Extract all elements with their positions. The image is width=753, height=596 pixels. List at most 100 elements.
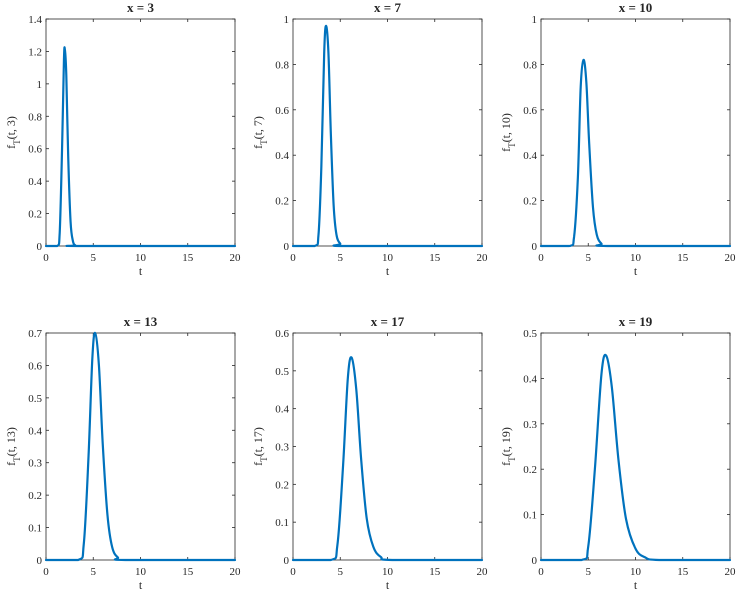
y-axis-label-sub: T bbox=[259, 139, 269, 145]
series-line bbox=[539, 58, 732, 248]
y-tick-label: 0.6 bbox=[523, 105, 537, 117]
x-tick-label: 5 bbox=[338, 566, 344, 578]
y-tick-label: 0.4 bbox=[523, 150, 537, 162]
x-tick-label: 15 bbox=[677, 566, 689, 578]
x-tick-label: 10 bbox=[382, 252, 394, 264]
y-tick-label: 0.8 bbox=[523, 59, 537, 71]
x-tick-label: 10 bbox=[135, 566, 147, 578]
y-axis-label-args: (t, 19) bbox=[499, 427, 513, 456]
y-tick-label: 1 bbox=[284, 14, 290, 26]
y-tick-label: 1 bbox=[532, 14, 538, 26]
y-axis-label-sub: T bbox=[259, 456, 269, 462]
axes-box bbox=[45, 332, 236, 561]
y-tick-label: 0 bbox=[37, 555, 43, 567]
series-line bbox=[291, 356, 484, 562]
x-tick-label: 15 bbox=[182, 252, 194, 264]
subplot-title: x = 10 bbox=[619, 0, 652, 15]
x-tick-label: 20 bbox=[725, 566, 737, 578]
y-tick-label: 0.1 bbox=[523, 510, 537, 522]
y-tick-label: 0.1 bbox=[275, 517, 289, 529]
y-tick-label: 0.8 bbox=[275, 59, 289, 71]
y-axis-label-main: f bbox=[251, 462, 265, 466]
y-tick-label: 0.2 bbox=[28, 209, 42, 221]
subplot-3: 0 5 10 15 20 0 0.2 0.4 0.6 0.8 1 x = 10 t fT(t, 10) bbox=[499, 0, 736, 278]
y-tick-label: 0.1 bbox=[28, 523, 42, 535]
series-line bbox=[44, 331, 237, 562]
y-tick-label: 0.4 bbox=[275, 404, 289, 416]
y-tick-label: 0 bbox=[532, 241, 538, 253]
y-axis-label-args: (t, 7) bbox=[251, 116, 265, 139]
x-axis-label: t bbox=[139, 264, 143, 278]
x-tick-label: 15 bbox=[429, 566, 441, 578]
y-tick-label: 0.2 bbox=[523, 464, 537, 476]
x-tick-label: 5 bbox=[91, 566, 97, 578]
x-axis-label: t bbox=[386, 578, 390, 592]
x-tick-label: 0 bbox=[43, 566, 49, 578]
x-axis-label: t bbox=[139, 578, 143, 592]
y-axis-label-args: (t, 3) bbox=[4, 116, 18, 139]
subplot-title: x = 19 bbox=[619, 314, 653, 329]
y-tick-label: 0.3 bbox=[28, 458, 42, 470]
series-line bbox=[44, 46, 237, 248]
x-tick-label: 0 bbox=[290, 252, 296, 264]
y-axis-label-main: f bbox=[499, 148, 513, 152]
subplot-title: x = 13 bbox=[124, 314, 158, 329]
axes-box bbox=[540, 332, 731, 561]
y-tick-label: 0.6 bbox=[275, 105, 289, 117]
y-tick-label: 1 bbox=[37, 79, 43, 91]
y-axis-label-sub: T bbox=[507, 142, 517, 148]
x-axis-label: t bbox=[386, 264, 390, 278]
y-tick-label: 0.3 bbox=[275, 442, 289, 454]
y-tick-label: 0.6 bbox=[275, 328, 289, 340]
x-axis-label: t bbox=[634, 578, 638, 592]
x-axis-label: t bbox=[634, 264, 638, 278]
subplot-title: x = 7 bbox=[374, 0, 401, 15]
subplot-5: 0 5 10 15 20 0 0.1 0.2 0.3 0.4 0.5 0.6 x = 17 t fT(t, … bbox=[251, 314, 488, 592]
x-tick-label: 20 bbox=[477, 252, 489, 264]
x-tick-label: 10 bbox=[382, 566, 394, 578]
y-axis-label-main: f bbox=[4, 145, 18, 149]
y-tick-label: 1.4 bbox=[28, 14, 42, 26]
x-tick-label: 5 bbox=[338, 252, 344, 264]
axes-box bbox=[540, 18, 731, 247]
y-tick-label: 0.4 bbox=[28, 425, 42, 437]
subplot-2: 0 5 10 15 20 0 0.2 0.4 0.6 0.8 1 x = 7 t fT(t, 7) bbox=[251, 0, 488, 278]
y-axis-label-args: (t, 17) bbox=[251, 427, 265, 456]
x-tick-label: 15 bbox=[182, 566, 194, 578]
subplot-4: 0 5 10 15 20 0 0.1 0.2 0.3 0.4 0.5 0.6 0.7 x = 13 t fT(… bbox=[4, 314, 241, 592]
y-axis-label: fT(t, 19) bbox=[499, 427, 517, 466]
x-tick-label: 15 bbox=[677, 252, 689, 264]
y-tick-label: 0 bbox=[284, 241, 290, 253]
x-tick-label: 10 bbox=[630, 252, 642, 264]
series-line bbox=[539, 353, 732, 562]
x-tick-label: 20 bbox=[230, 566, 242, 578]
subplot-6: 0 5 10 15 20 0 0.1 0.2 0.3 0.4 0.5 x = 19 t fT(t, 19) bbox=[499, 314, 736, 592]
y-axis-label-args: (t, 13) bbox=[4, 427, 18, 456]
y-tick-label: 0.6 bbox=[28, 144, 42, 156]
series-line bbox=[291, 24, 484, 248]
axes-box bbox=[292, 332, 483, 561]
x-tick-label: 10 bbox=[135, 252, 147, 264]
x-tick-label: 10 bbox=[630, 566, 642, 578]
y-tick-label: 0.5 bbox=[523, 328, 537, 340]
y-axis-label-sub: T bbox=[12, 456, 22, 462]
y-axis-label-args: (t, 10) bbox=[499, 113, 513, 142]
x-tick-label: 0 bbox=[538, 252, 544, 264]
y-tick-label: 0.4 bbox=[275, 150, 289, 162]
y-tick-label: 0.2 bbox=[523, 196, 537, 208]
y-axis-label-main: f bbox=[251, 145, 265, 149]
y-tick-label: 0.2 bbox=[275, 196, 289, 208]
y-axis-label: fT(t, 10) bbox=[499, 113, 517, 152]
y-tick-label: 0.6 bbox=[28, 360, 42, 372]
y-axis-label-sub: T bbox=[507, 456, 517, 462]
x-tick-label: 5 bbox=[586, 566, 592, 578]
y-axis-label: fT(t, 17) bbox=[251, 427, 269, 466]
y-tick-label: 0 bbox=[37, 241, 43, 253]
y-axis-label: fT(t, 7) bbox=[251, 116, 269, 149]
x-tick-label: 15 bbox=[429, 252, 441, 264]
subplot-title: x = 17 bbox=[371, 314, 405, 329]
y-tick-label: 0.2 bbox=[275, 479, 289, 491]
y-tick-label: 0.7 bbox=[28, 328, 42, 340]
axes-box bbox=[45, 18, 236, 247]
